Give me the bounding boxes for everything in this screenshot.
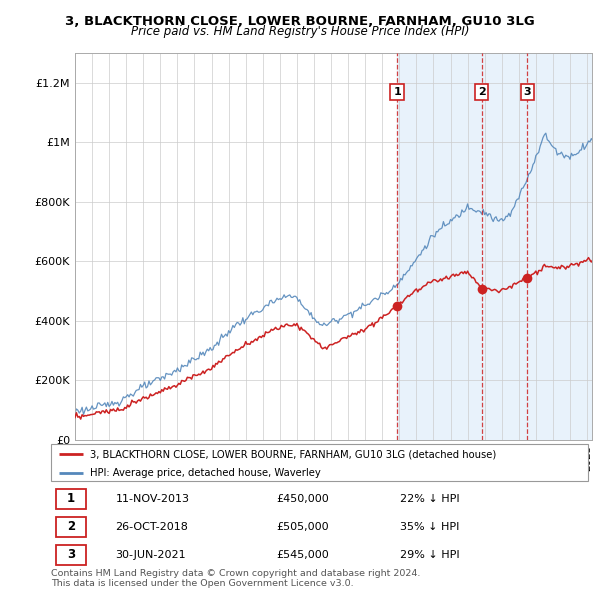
Text: 3: 3 [67, 548, 75, 561]
Bar [56, 489, 86, 509]
Text: 26-OCT-2018: 26-OCT-2018 [115, 522, 188, 532]
Text: 22% ↓ HPI: 22% ↓ HPI [400, 494, 460, 504]
Text: 2: 2 [67, 520, 75, 533]
Text: £545,000: £545,000 [277, 550, 329, 560]
Text: 1: 1 [393, 87, 401, 97]
Text: 35% ↓ HPI: 35% ↓ HPI [400, 522, 460, 532]
Text: 2: 2 [478, 87, 485, 97]
Text: HPI: Average price, detached house, Waverley: HPI: Average price, detached house, Wave… [89, 468, 320, 478]
Text: £450,000: £450,000 [277, 494, 329, 504]
Text: Contains HM Land Registry data © Crown copyright and database right 2024.
This d: Contains HM Land Registry data © Crown c… [51, 569, 421, 588]
Text: 3: 3 [524, 87, 531, 97]
Bar [56, 545, 86, 565]
Text: 30-JUN-2021: 30-JUN-2021 [115, 550, 186, 560]
Text: £505,000: £505,000 [277, 522, 329, 532]
Text: 3, BLACKTHORN CLOSE, LOWER BOURNE, FARNHAM, GU10 3LG: 3, BLACKTHORN CLOSE, LOWER BOURNE, FARNH… [65, 15, 535, 28]
Bar [56, 517, 86, 537]
Text: 3, BLACKTHORN CLOSE, LOWER BOURNE, FARNHAM, GU10 3LG (detached house): 3, BLACKTHORN CLOSE, LOWER BOURNE, FARNH… [89, 449, 496, 459]
Text: 29% ↓ HPI: 29% ↓ HPI [400, 550, 460, 560]
Text: Price paid vs. HM Land Registry's House Price Index (HPI): Price paid vs. HM Land Registry's House … [131, 25, 469, 38]
Text: 1: 1 [67, 492, 75, 505]
Bar [397, 53, 592, 440]
Text: 11-NOV-2013: 11-NOV-2013 [115, 494, 190, 504]
